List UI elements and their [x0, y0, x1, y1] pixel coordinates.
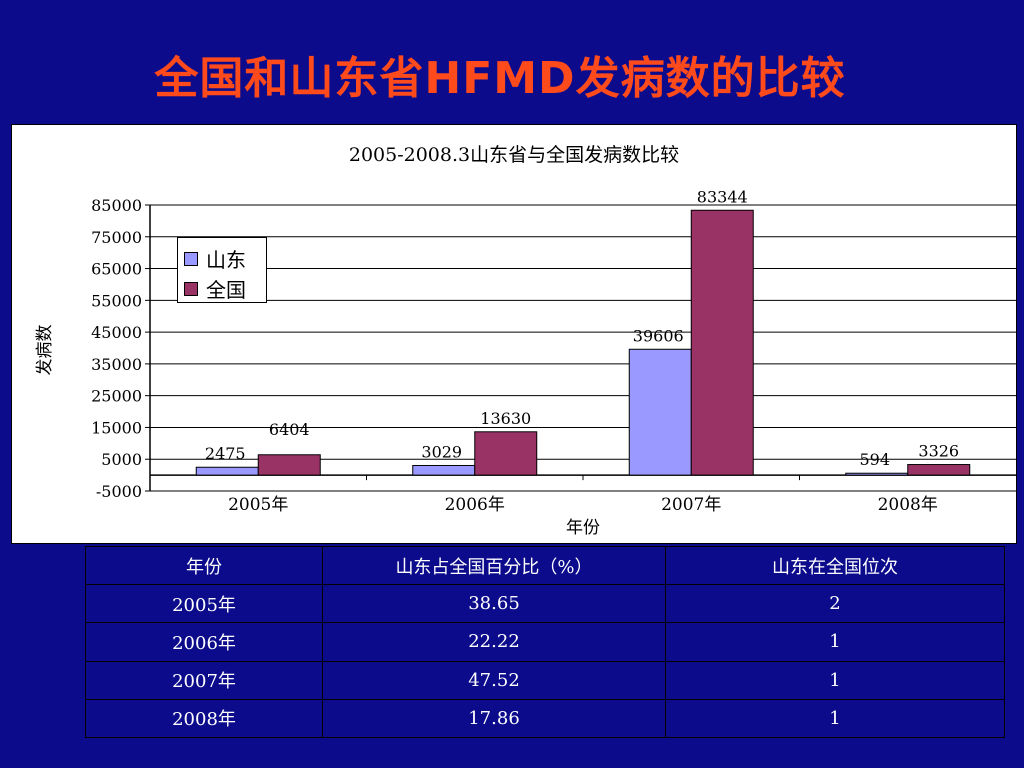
data-label: 3029 — [421, 442, 462, 461]
bar-shandong — [195, 466, 259, 476]
y-axis-label: 发病数 — [35, 325, 55, 376]
bar-national — [690, 209, 754, 476]
table-header-cell: 山东在全国位次 — [665, 545, 1005, 586]
bar-shandong — [412, 464, 476, 476]
table-cell: 47.52 — [322, 660, 666, 700]
bar-chart: 2005-2008.3山东省与全国发病数比较 -5000 5000 15000 2500… — [35, 144, 1016, 538]
chart-panel: 2005-2008.3山东省与全国发病数比较 -5000 5000 15000 2500… — [11, 124, 1017, 544]
table-header-row: 年份 山东占全国百分比（%） 山东在全国位次 — [85, 545, 1005, 586]
y-tick-label: 85000 — [91, 196, 142, 215]
slide-title: 全国和山东省HFMD发病数的比较 — [154, 53, 846, 104]
y-tick-label: 75000 — [91, 228, 142, 247]
x-tick-label: 2006年 — [445, 495, 505, 515]
table-header-cell: 年份 — [85, 545, 323, 586]
y-tick-label: 55000 — [91, 291, 142, 310]
data-label: 83344 — [697, 187, 748, 206]
x-tick-label: 2005年 — [228, 495, 288, 515]
y-tick-label: 5000 — [101, 450, 142, 469]
y-tick-label: -5000 — [96, 482, 142, 501]
table-cell: 2007年 — [85, 660, 323, 700]
data-label: 594 — [859, 450, 890, 469]
table-row: 2006年 22.22 1 — [85, 622, 1005, 662]
table-cell: 2 — [665, 584, 1005, 624]
bar-shandong — [845, 472, 909, 476]
legend-swatch-shandong — [184, 251, 198, 266]
y-tick-label: 25000 — [91, 387, 142, 406]
data-label: 39606 — [633, 326, 684, 345]
chart-title: 2005-2008.3山东省与全国发病数比较 — [349, 144, 679, 166]
stats-table: 年份 山东占全国百分比（%） 山东在全国位次 2005年 38.65 2 2006年 22.2… — [85, 545, 1005, 739]
legend-swatch-national — [184, 281, 198, 296]
table-row: 2005年 38.65 2 — [85, 584, 1005, 624]
table-row: 2008年 17.86 1 — [85, 698, 1005, 739]
x-axis-label: 年份 — [566, 518, 600, 538]
table-cell: 1 — [665, 622, 1005, 662]
table-cell: 1 — [665, 660, 1005, 700]
bar-national — [474, 431, 538, 476]
bar-national — [257, 454, 321, 476]
y-tick-label: 15000 — [91, 418, 142, 437]
y-tick-label: 45000 — [91, 323, 142, 342]
chart-legend: 山东 全国 — [177, 237, 267, 303]
y-tick-label: 65000 — [91, 260, 142, 279]
table-cell: 2005年 — [85, 584, 323, 624]
table-header-cell: 山东占全国百分比（%） — [322, 545, 666, 586]
bar-shandong — [628, 348, 692, 476]
table-cell: 1 — [665, 698, 1005, 739]
legend-item-national: 全国 — [184, 274, 246, 303]
table-row: 2007年 47.52 1 — [85, 660, 1005, 700]
table-cell: 2008年 — [85, 698, 323, 739]
data-label: 2475 — [205, 444, 246, 463]
data-label: 3326 — [918, 442, 959, 461]
legend-label-national: 全国 — [206, 278, 246, 302]
data-label: 13630 — [480, 409, 531, 428]
legend-label-shandong: 山东 — [206, 248, 246, 272]
data-label: 6404 — [269, 420, 310, 439]
x-tick-label: 2008年 — [878, 495, 938, 515]
table-cell: 22.22 — [322, 622, 666, 662]
table-cell: 38.65 — [322, 584, 666, 624]
y-tick-label: 35000 — [91, 355, 142, 374]
table-cell: 17.86 — [322, 698, 666, 739]
bar-national — [907, 464, 971, 476]
x-tick-label: 2007年 — [661, 495, 721, 515]
legend-item-shandong: 山东 — [184, 244, 246, 273]
table-cell: 2006年 — [85, 622, 323, 662]
